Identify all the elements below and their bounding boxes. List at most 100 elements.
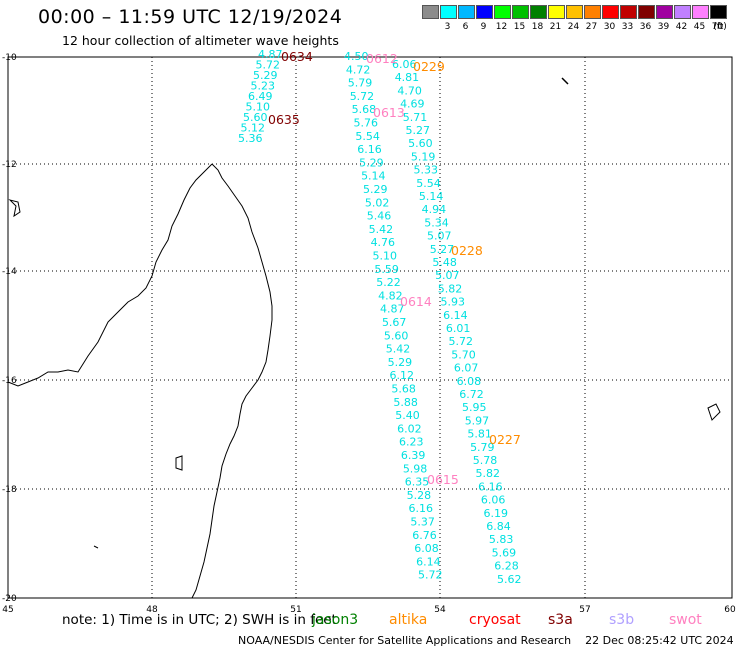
mission-label: swot <box>669 612 702 628</box>
swh-value: 6.28 <box>494 560 519 573</box>
swh-value: 6.35 <box>405 476 430 489</box>
swh-value: 5.36 <box>238 132 263 145</box>
map-subtitle: 12 hour collection of altimeter wave hei… <box>62 33 339 48</box>
swh-value: 5.62 <box>497 573 522 586</box>
swh-value: 6.16 <box>478 480 503 493</box>
legend-level: 24 <box>567 22 580 32</box>
swh-value: 6.72 <box>459 388 484 401</box>
footer-note: note: 1) Time is in UTC; 2) SWH is in fe… <box>62 612 337 628</box>
swh-value: 4.50 <box>344 50 369 63</box>
swh-value: 5.54 <box>355 130 380 143</box>
legend-swatch <box>494 5 511 19</box>
swh-value: 6.06 <box>481 494 506 507</box>
swh-value: 6.76 <box>412 529 437 542</box>
lon-tick-label: 51 <box>290 605 301 615</box>
swh-value: 4.82 <box>378 289 403 302</box>
legend-swatch <box>674 5 691 19</box>
legend-level: 6 <box>462 22 469 32</box>
pass-labels: 0634 0612 0229 0613 0635 0228 0614 0227 0615 <box>268 49 521 487</box>
swh-value: 6.14 <box>416 555 441 568</box>
swh-value: 6.84 <box>486 520 511 533</box>
swh-value: 5.78 <box>473 454 498 467</box>
swh-value: 5.72 <box>256 59 281 72</box>
legend-level: 9 <box>480 22 487 32</box>
swh-value: 5.22 <box>376 276 401 289</box>
swh-value: 4.87 <box>258 48 283 61</box>
swh-value: 5.60 <box>243 111 268 124</box>
legend-swatch <box>548 5 565 19</box>
pass-time-label: 0614 <box>400 294 432 309</box>
pass-time-label: 0635 <box>268 112 300 127</box>
swh-value: 4.72 <box>346 63 371 76</box>
mission-label: s3a <box>548 612 573 628</box>
track-values: 4.875.725.295.236.495.105.605.125.364.50… <box>238 48 522 586</box>
legend-swatch <box>710 5 727 19</box>
pass-time-label: 0615 <box>427 472 459 487</box>
swh-value: 4.69 <box>400 98 425 111</box>
axis-labels: 45 48 51 54 57 60 -10 -12 -14 -16 -18 -20 <box>2 53 736 615</box>
swh-value: 4.81 <box>395 71 420 84</box>
lon-tick-label: 48 <box>146 605 158 615</box>
legend-level: 27 <box>585 22 598 32</box>
lat-tick-label: -16 <box>2 376 17 386</box>
swh-value: 4.70 <box>397 84 422 97</box>
legend-swatch <box>584 5 601 19</box>
swh-value: 5.69 <box>492 546 516 559</box>
swh-value: 6.14 <box>443 309 468 322</box>
swh-value: 5.10 <box>246 101 271 114</box>
pass-time-label: 0613 <box>373 105 405 120</box>
legend-swatch <box>602 5 619 19</box>
swh-value: 4.94 <box>422 203 447 216</box>
swh-value: 5.79 <box>348 77 373 90</box>
swh-value: 5.82 <box>475 467 500 480</box>
swh-value: 5.34 <box>424 216 449 229</box>
legend-level: 70 <box>711 22 724 32</box>
swh-value: 5.12 <box>241 122 266 135</box>
legend-level: 30 <box>603 22 616 32</box>
swh-value: 4.87 <box>380 303 405 316</box>
swh-value: 5.82 <box>438 282 463 295</box>
mission-label: cryosat <box>469 612 521 628</box>
legend-swatch <box>638 5 655 19</box>
madagascar-coastline <box>7 163 273 599</box>
swh-value: 5.70 <box>451 348 476 361</box>
plot-frame <box>7 56 733 599</box>
swh-value: 6.06 <box>392 58 417 71</box>
lat-lon-grid <box>8 57 732 598</box>
swh-value: 5.72 <box>418 569 443 582</box>
swh-value: 5.54 <box>416 177 441 190</box>
lat-tick-label: -14 <box>2 267 17 277</box>
legend-swatch <box>476 5 493 19</box>
swh-value: 5.14 <box>361 170 386 183</box>
lon-tick-label: 60 <box>724 605 736 615</box>
swh-value: 6.02 <box>397 422 422 435</box>
swh-value: 5.42 <box>369 223 394 236</box>
legend-level: 36 <box>639 22 652 32</box>
swh-value: 6.01 <box>446 322 471 335</box>
pass-time-label: 0634 <box>281 49 313 64</box>
legend-level: 21 <box>549 22 562 32</box>
swh-value: 6.07 <box>454 362 479 375</box>
swh-value: 5.29 <box>388 356 413 369</box>
pass-time-label: 0228 <box>451 243 483 258</box>
swh-value: 5.33 <box>414 164 439 177</box>
swh-value: 5.68 <box>391 383 416 396</box>
lat-tick-label: -12 <box>2 160 17 170</box>
mission-label: altika <box>389 612 428 628</box>
swh-value: 5.23 <box>251 80 276 93</box>
islet-east <box>707 403 721 421</box>
swh-value: 5.97 <box>465 414 490 427</box>
swh-value: 6.12 <box>390 369 415 382</box>
swh-value: 5.95 <box>462 401 487 414</box>
swh-value: 5.83 <box>489 533 514 546</box>
pass-time-label: 0229 <box>413 59 445 74</box>
swh-value: 5.71 <box>403 111 428 124</box>
legend-level: 45 <box>693 22 706 32</box>
mission-label: s3b <box>609 612 635 628</box>
legend-level: 15 <box>513 22 526 32</box>
legend-swatch <box>458 5 475 19</box>
swh-value: 5.81 <box>467 428 492 441</box>
swh-value: 4.76 <box>371 236 396 249</box>
islet-north <box>561 77 569 85</box>
